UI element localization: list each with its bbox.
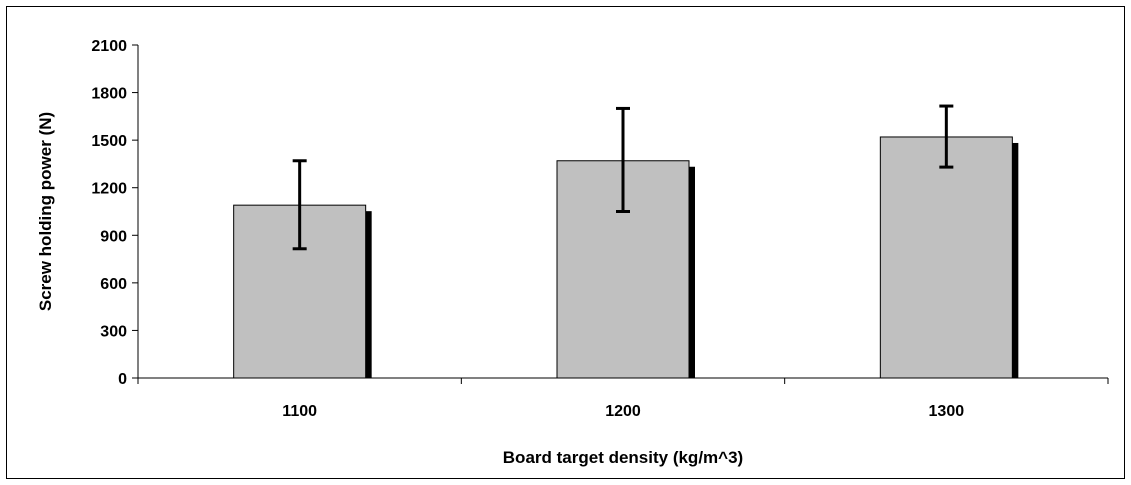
x-tick-label: 1300 (929, 403, 965, 420)
y-tick-label: 600 (100, 276, 127, 293)
error-bars (292, 104, 954, 251)
bar-shadow (1012, 142, 1019, 378)
x-tick-label: 1100 (282, 403, 317, 420)
y-tick-label: 1500 (91, 133, 127, 150)
bars (233, 136, 1019, 379)
y-tick-label: 1200 (91, 181, 127, 198)
y-tick-label: 0 (118, 371, 127, 388)
y-axis-title: Screw holding power (N) (36, 112, 55, 311)
y-tick-label: 900 (100, 228, 127, 245)
y-tick-label: 1800 (91, 86, 127, 103)
tick-labels: 1100 1200 1300 0 300 600 900 1200 1500 1800 2100 (91, 38, 964, 420)
y-tick-label: 300 (100, 323, 127, 340)
bar-shadow (365, 211, 372, 378)
chart-frame: 1100 1200 1300 0 300 600 900 1200 1500 1800 2100 S… (6, 6, 1125, 479)
x-tick-label: 1200 (605, 403, 641, 420)
bar-chart: 1100 1200 1300 0 300 600 900 1200 1500 1800 2100 S… (36, 38, 1109, 467)
axes (132, 44, 1109, 384)
y-tick-label: 2100 (91, 38, 127, 55)
bar-shadow (689, 166, 695, 378)
x-axis-title: Board target density (kg/m^3) (503, 448, 743, 467)
bar (879, 136, 1013, 379)
